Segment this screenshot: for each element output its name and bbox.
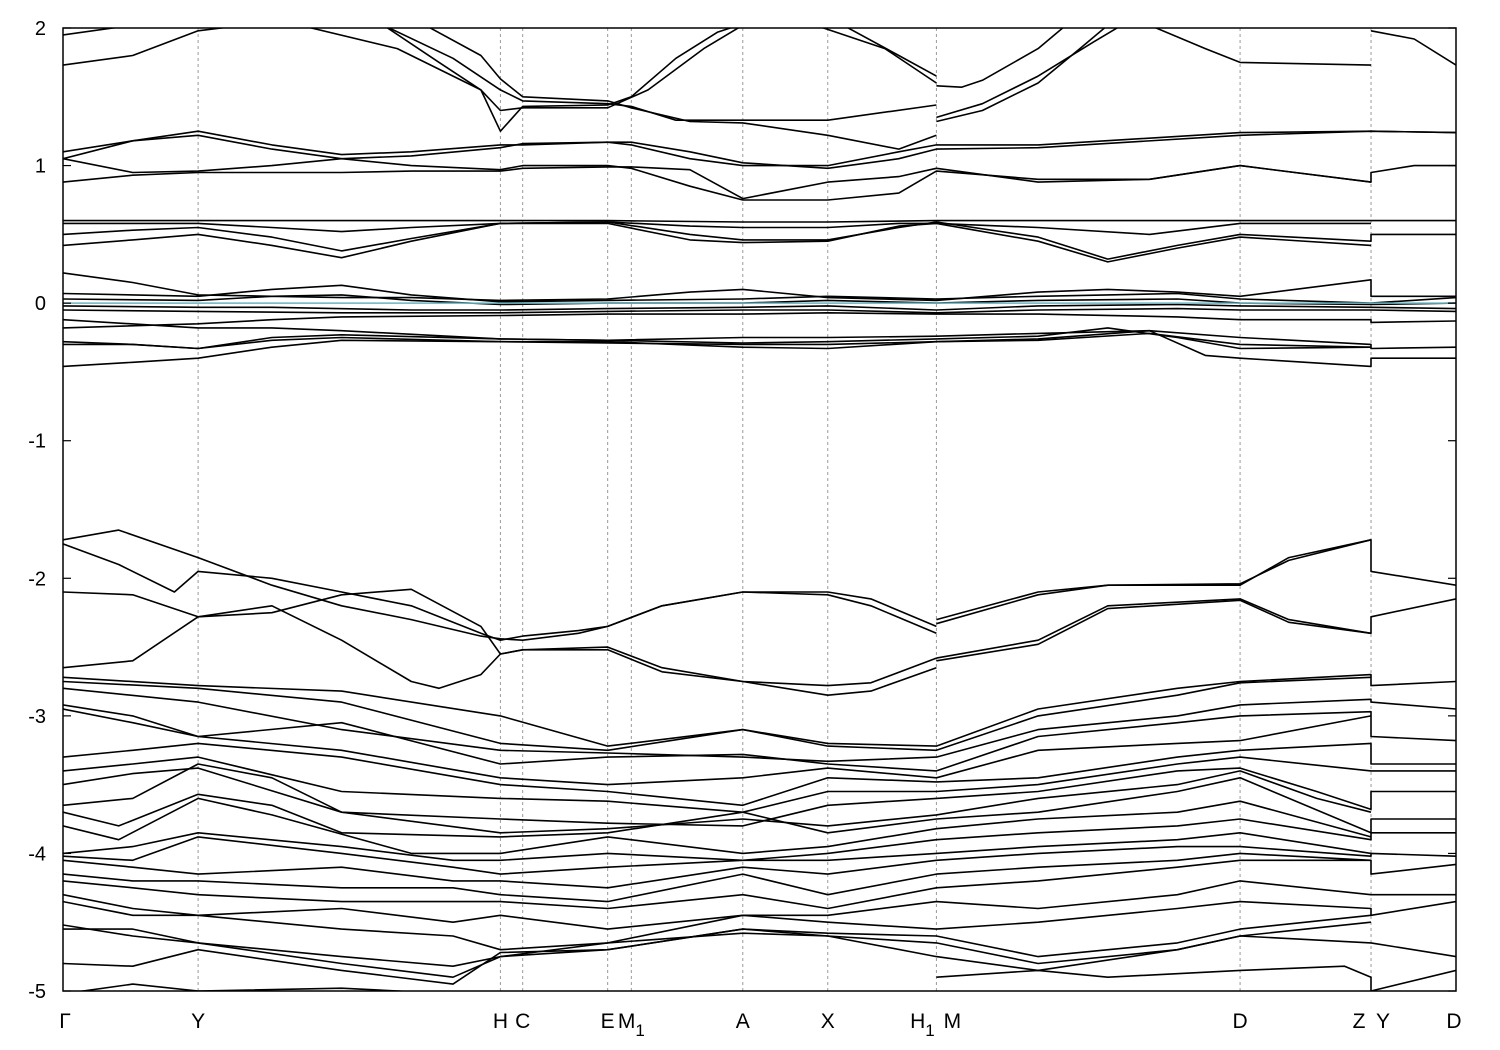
- band-line: [63, 307, 1456, 314]
- band-line: [936, 539, 1372, 625]
- x-axis-kpoint-labels: Γ Y H C E M1 A X H1 M D Z Y D: [59, 1010, 1461, 1040]
- band-line: [63, 332, 1372, 350]
- grid-lines: [197, 28, 1372, 991]
- band-line: [63, 708, 1372, 786]
- kpoint-label: M: [944, 1010, 962, 1033]
- band-line: [63, 900, 1456, 951]
- band-line: [63, 605, 937, 690]
- band-line: [1370, 30, 1456, 66]
- band-line: [63, 222, 1372, 263]
- band-lines: [63, 28, 1456, 991]
- band-line: [936, 599, 1372, 662]
- kpoint-label: X: [821, 1010, 835, 1033]
- band-line: [308, 28, 740, 112]
- y-tick-label: -3: [28, 706, 46, 728]
- band-line: [63, 845, 1456, 889]
- band-line: [63, 284, 1456, 304]
- band-line: [63, 763, 1372, 834]
- band-line: [63, 797, 1372, 855]
- band-line: [63, 588, 937, 696]
- band-line: [63, 543, 937, 641]
- band-line: [63, 767, 1456, 827]
- band-line: [63, 221, 1371, 236]
- y-tick-label: 1: [35, 156, 46, 178]
- band-line: [63, 303, 1456, 311]
- band-line: [936, 598, 1456, 659]
- band-line: [386, 28, 733, 132]
- kpoint-label: H1: [910, 1010, 935, 1040]
- band-line: [63, 921, 1372, 978]
- kpoint-label: Y: [191, 1010, 205, 1033]
- kpoint-label: Γ: [59, 1010, 71, 1033]
- y-tick-label: -1: [28, 431, 46, 453]
- band-line: [936, 28, 1106, 123]
- band-line: [63, 164, 1372, 200]
- band-line: [936, 539, 1456, 621]
- band-line: [63, 318, 1456, 350]
- kpoint-label: M1: [618, 1010, 645, 1040]
- y-axis-ticks: 2 1 0 -1 -2 -3 -4 -5: [28, 18, 1456, 1003]
- band-line: [63, 832, 1372, 875]
- band-line: [936, 965, 1456, 991]
- band-line: [63, 130, 1456, 170]
- y-tick-label: -5: [28, 981, 46, 1003]
- band-line: [63, 312, 1456, 329]
- kpoint-label: Z: [1353, 1010, 1366, 1033]
- band-line: [428, 28, 937, 150]
- kpoint-label: D: [1446, 1010, 1461, 1033]
- band-line: [63, 859, 1456, 910]
- band-line: [936, 28, 1064, 88]
- band-line: [63, 687, 1456, 763]
- band-line: [63, 852, 1372, 903]
- band-line: [846, 28, 937, 77]
- band-line: [63, 818, 1456, 862]
- kpoint-label: Y: [1376, 1010, 1390, 1033]
- band-line: [63, 777, 1456, 838]
- kpoint-label: H: [493, 1010, 508, 1033]
- band-line: [63, 928, 1456, 985]
- band-line: [63, 28, 228, 66]
- band-line: [63, 221, 1456, 260]
- band-line: [63, 676, 1372, 752]
- band-line: [1154, 28, 1372, 66]
- band-line: [63, 704, 1456, 772]
- band-line: [936, 28, 1119, 119]
- band-line: [77, 983, 414, 991]
- y-tick-label: 2: [35, 18, 46, 40]
- kpoint-label: C: [515, 1010, 530, 1033]
- y-tick-label: -2: [28, 568, 46, 590]
- y-tick-label: -4: [28, 843, 46, 865]
- band-line: [63, 673, 1456, 747]
- band-line: [63, 529, 937, 641]
- y-tick-label: 0: [35, 293, 46, 315]
- band-line: [63, 329, 1456, 368]
- kpoint-label: A: [736, 1010, 750, 1033]
- band-line: [63, 219, 1456, 223]
- band-line: [821, 28, 937, 84]
- band-line: [63, 130, 1456, 167]
- kpoint-label: E: [601, 1010, 615, 1033]
- band-line: [63, 28, 119, 36]
- plot-frame: [62, 27, 1457, 992]
- kpoint-label: D: [1232, 1010, 1247, 1033]
- band-line: [63, 742, 1456, 807]
- band-line: [63, 756, 1456, 813]
